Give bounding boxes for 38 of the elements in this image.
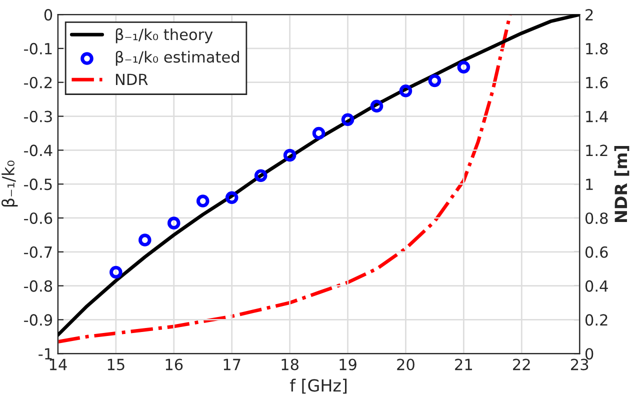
y-tick-label: 0	[44, 9, 52, 21]
y-tick-label: -0.1	[24, 42, 52, 54]
y2-tick-label: 2	[586, 9, 593, 20]
y-tick-label: -0.7	[24, 246, 52, 258]
y2-tick-label: 1.4	[586, 110, 608, 122]
x-tick-label: 23	[571, 358, 588, 370]
y-tick-label: -0.4	[24, 144, 52, 156]
x-tick-label: 21	[455, 358, 472, 370]
x-tick-label: 20	[397, 358, 414, 370]
y-tick-label: -0.3	[24, 110, 52, 122]
y2-tick-label: 1.8	[586, 42, 608, 54]
y2-tick-label: 1.2	[586, 144, 608, 156]
x-tick-label: 17	[224, 358, 240, 370]
y2-tick-label: 1.6	[586, 76, 608, 88]
x-axis-title: f [GHz]	[290, 378, 347, 394]
legend-label: β₋₁/k₀ theory	[116, 28, 213, 44]
y2-tick-label: 0.2	[585, 314, 608, 326]
legend-label: NDR	[116, 74, 148, 85]
y2-tick-label: 0	[585, 348, 594, 360]
y-tick-label: -1	[38, 348, 52, 360]
x-tick-label: 14	[50, 358, 67, 370]
y-tick-label: -0.6	[24, 212, 52, 224]
legend-label: β₋₁/k₀ estimated	[116, 50, 239, 66]
y-tick-label: -0.9	[24, 314, 52, 326]
x-tick-label: 15	[108, 358, 124, 370]
y2-tick-label: 1	[586, 178, 593, 190]
y-tick-label: -0.5	[24, 178, 52, 190]
x-tick-label: 18	[282, 358, 298, 370]
y-tick-label: -0.2	[24, 76, 52, 88]
y-tick-label: -0.8	[24, 280, 52, 292]
y2-tick-label: 0.6	[585, 246, 608, 258]
x-tick-label: 19	[340, 358, 356, 370]
y2-tick-label: 0.4	[585, 280, 608, 292]
x-tick-label: 16	[166, 358, 183, 370]
x-tick-label: 22	[513, 358, 530, 370]
y-axis-title: β₋₁/k₀	[2, 160, 18, 207]
y2-axis-title: NDR [m]	[614, 146, 630, 222]
y2-tick-label: 0.8	[585, 212, 608, 224]
